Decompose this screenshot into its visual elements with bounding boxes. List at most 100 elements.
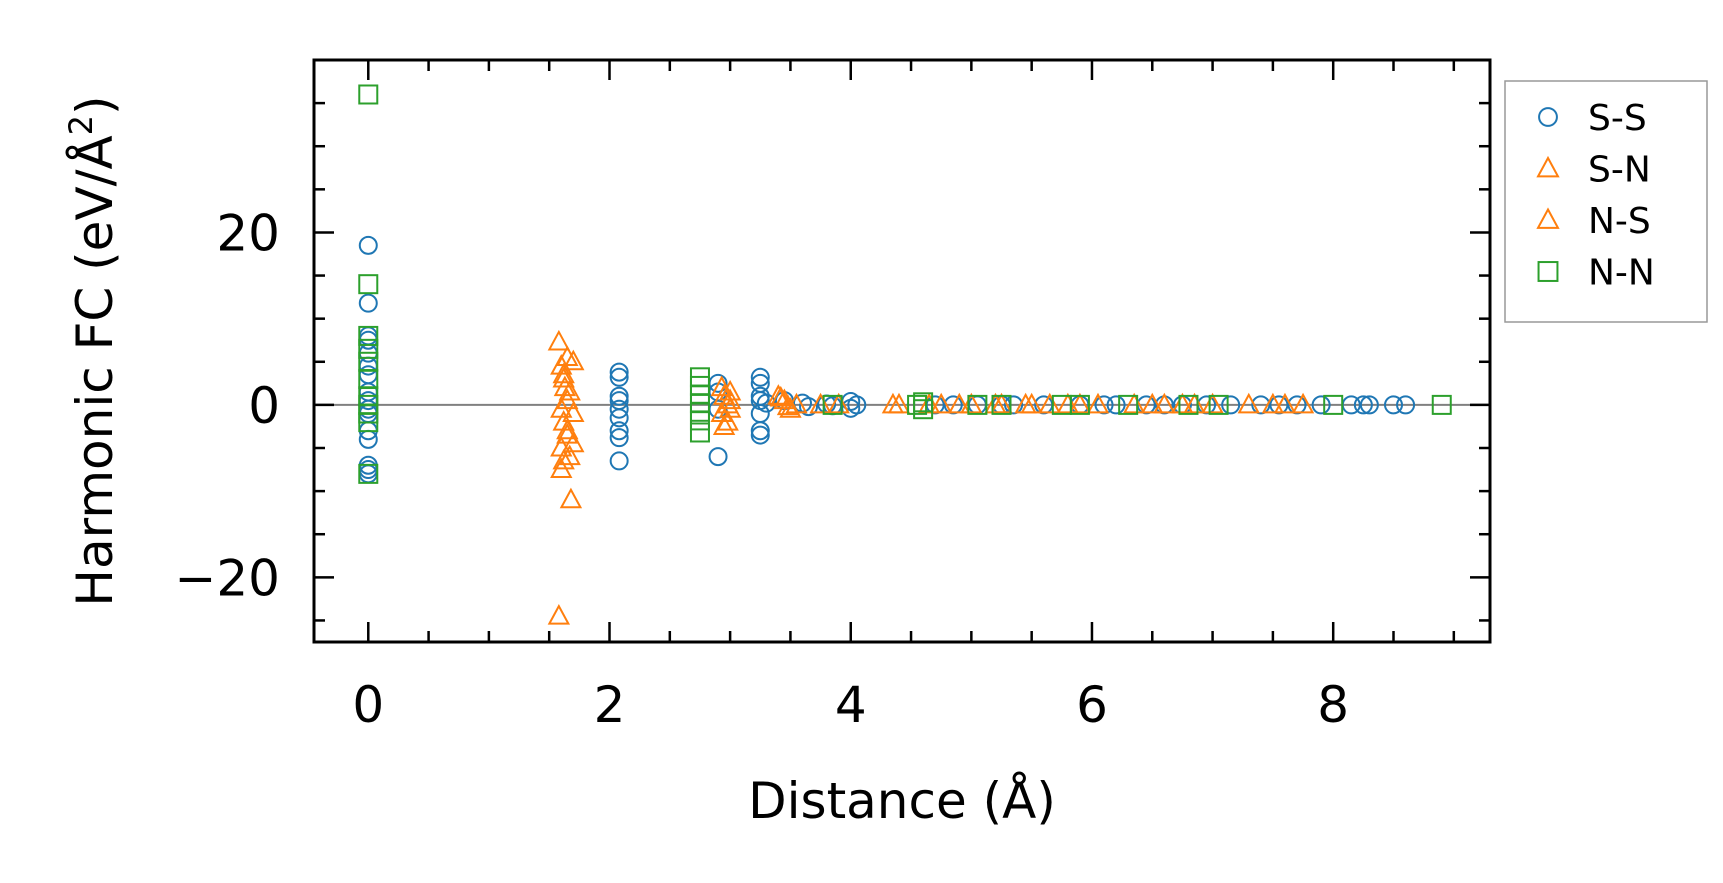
data-point (609, 362, 629, 382)
data-point (1106, 395, 1126, 415)
data-point (556, 422, 579, 444)
y-axis-label: Harmonic FC (eV/Å2) (62, 95, 124, 606)
data-point (913, 392, 934, 413)
legend-marker (1538, 107, 1558, 127)
legend-label: N-S (1588, 201, 1651, 242)
data-point (827, 392, 850, 414)
legend-entry-s-n: S-N (1536, 150, 1651, 191)
series-s-s (358, 235, 1416, 484)
legend-entry-n-s: N-S (1536, 201, 1651, 242)
legend-marker (1536, 155, 1560, 178)
data-point (358, 235, 378, 255)
data-point (609, 421, 629, 441)
x-tick-label: 6 (1076, 676, 1108, 734)
legend-marker (1537, 261, 1559, 282)
legend-label: S-N (1588, 150, 1651, 191)
data-point (917, 392, 941, 414)
data-point (907, 394, 928, 415)
data-point (547, 329, 571, 351)
legend-label: S-S (1588, 98, 1647, 139)
x-axis-label: Distance (Å) (748, 772, 1056, 830)
data-point (847, 395, 867, 415)
data-point (1311, 395, 1331, 415)
data-point (1183, 392, 1206, 414)
data-point (960, 392, 983, 414)
data-point (550, 457, 573, 479)
data-point (1273, 392, 1297, 414)
data-point (990, 392, 1013, 414)
data-point (550, 435, 573, 457)
data-point (1353, 395, 1373, 415)
data-point (1261, 392, 1285, 414)
data-point (822, 394, 843, 415)
data-point (609, 386, 629, 406)
y-tick-label: 20 (216, 204, 280, 262)
data-point (1004, 395, 1024, 415)
y-axis-label-close: ) (66, 95, 124, 115)
data-point (750, 421, 770, 441)
data-point (750, 367, 770, 387)
data-point (1237, 392, 1260, 414)
data-point (716, 410, 739, 431)
series-n-s (552, 345, 1315, 466)
data-point (1201, 392, 1224, 414)
data-point (552, 366, 575, 388)
data-point (559, 487, 583, 509)
data-point (991, 394, 1012, 415)
y-axis-label-main: Harmonic FC (eV/Å (66, 135, 124, 606)
data-point (718, 388, 742, 410)
data-point (562, 349, 585, 371)
data-point (750, 404, 770, 424)
data-point (556, 418, 579, 440)
data-point (887, 392, 911, 414)
x-tick-label: 0 (352, 676, 384, 734)
data-point (1056, 392, 1080, 414)
y-tick-label: 0 (248, 377, 280, 435)
data-point (708, 447, 728, 467)
data-point (1359, 395, 1379, 415)
data-point (776, 394, 800, 416)
data-point (609, 399, 629, 419)
data-point (358, 412, 379, 433)
data-point (609, 451, 629, 471)
legend-entry-n-n: N-N (1537, 253, 1655, 294)
data-point (1291, 392, 1315, 414)
x-tick-label: 4 (835, 676, 867, 734)
data-point (1086, 392, 1110, 414)
data-point (1020, 392, 1043, 414)
legend-entry-s-s: S-S (1538, 98, 1647, 139)
data-point (1396, 395, 1416, 415)
data-point (1118, 394, 1139, 415)
data-point (769, 385, 792, 407)
data-point (689, 410, 710, 431)
data-point (609, 367, 629, 387)
data-point (712, 414, 736, 435)
data-point (1153, 392, 1176, 414)
data-point (750, 425, 770, 445)
data-point (710, 375, 733, 397)
data-point (1068, 392, 1092, 414)
data-point (1171, 392, 1194, 414)
data-point (552, 362, 575, 384)
data-point (358, 338, 379, 359)
data-point (967, 394, 988, 415)
series-s-n (547, 329, 1297, 625)
data-point (1251, 395, 1271, 415)
data-point (1384, 395, 1404, 415)
data-point (913, 399, 934, 420)
x-tick-label: 2 (594, 676, 626, 734)
data-point (562, 401, 585, 423)
legend-marker (1536, 207, 1560, 229)
data-point (930, 392, 953, 414)
data-point (1221, 395, 1241, 415)
data-point (358, 84, 379, 105)
y-axis-label-superscript: 2 (62, 115, 100, 135)
data-point (1431, 394, 1452, 415)
data-point (558, 444, 581, 466)
data-point (1069, 394, 1090, 415)
data-point (809, 392, 832, 414)
data-point (552, 448, 575, 470)
data-point (358, 274, 379, 295)
data-point (1178, 394, 1199, 415)
data-point (799, 397, 819, 417)
